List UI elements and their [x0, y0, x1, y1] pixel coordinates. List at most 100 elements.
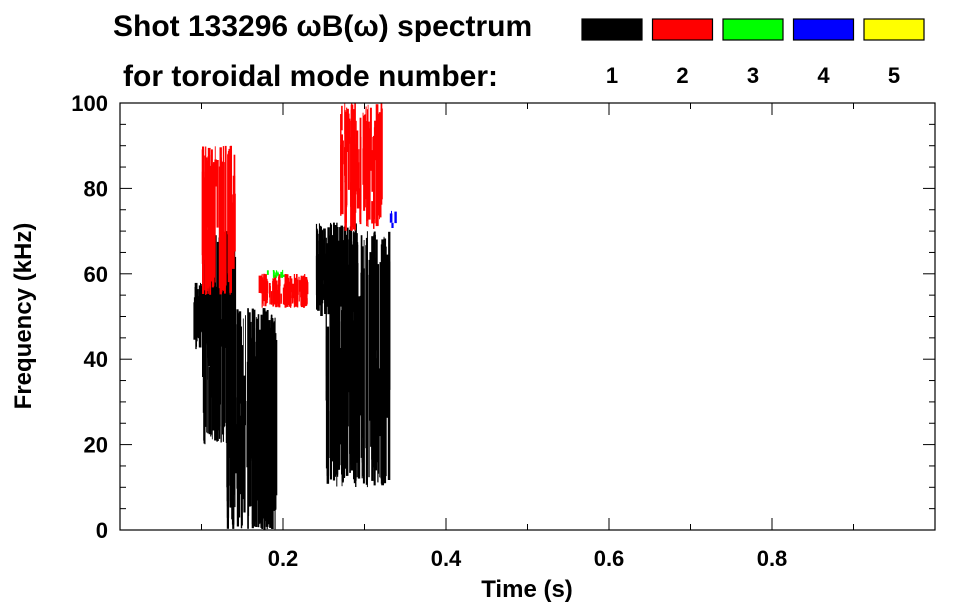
spectrum-mark-mode_2_red — [223, 162, 225, 291]
spectrum-mark-mode_2_red — [350, 143, 353, 205]
spectrum-mark-mode_2_red — [367, 121, 370, 191]
spectrum-mark-mode_1_black — [368, 289, 371, 394]
spectrum-mark-mode_2_red — [373, 135, 375, 229]
spectrum-mark-mode_1_black — [218, 242, 221, 439]
y-tick-label: 20 — [84, 433, 108, 458]
spectrum-mark-mode_1_black — [354, 250, 357, 481]
spectrum-mark-mode_1_black — [231, 320, 235, 461]
spectrum-mark-mode_2_red — [232, 194, 235, 269]
spectrum-mark-mode_3_green — [280, 271, 283, 278]
spectrum-mark-mode_4_blue — [391, 210, 392, 220]
spectrum-mark-mode_3_green — [272, 270, 275, 278]
spectrum-mark-mode_2_red — [289, 284, 292, 307]
spectrum-mark-mode_1_black — [325, 237, 327, 401]
spectrum-mark-mode_2_red — [374, 134, 376, 224]
spectrum-mark-mode_2_red — [207, 156, 209, 292]
spectrum-mark-mode_1_black — [388, 231, 391, 390]
spectrum-mark-mode_2_red — [204, 228, 206, 269]
spectrum-mark-mode_2_red — [346, 107, 348, 208]
spectrum-mark-mode_2_red — [344, 172, 347, 210]
spectrum-mark-mode_2_red — [341, 105, 343, 131]
legend-label-2: 2 — [676, 63, 688, 88]
spectrum-mark-mode_1_black — [234, 397, 237, 443]
spectrum-mark-mode_1_black — [331, 267, 334, 462]
spectrum-mark-mode_2_red — [224, 145, 227, 286]
spectrum-mark-mode_1_black — [356, 332, 358, 478]
legend-swatch-1 — [581, 18, 643, 41]
spectrum-mark-mode_2_red — [368, 128, 371, 149]
legend: 1 2 3 4 5 — [581, 18, 925, 88]
spectrum-mark-mode_3_green — [266, 270, 269, 275]
spectrum-mark-mode_1_black — [202, 243, 205, 413]
spectrum-mark-mode_1_black — [339, 348, 342, 399]
spectrum-mark-mode_1_black — [261, 326, 264, 529]
spectrum-mark-mode_2_red — [340, 114, 342, 216]
spectrum-mark-mode_1_black — [273, 376, 276, 416]
spectrum-mark-mode_1_black — [325, 391, 328, 469]
spectrum-mark-mode_2_red — [265, 281, 267, 307]
spectrum-mark-mode_4_blue — [394, 211, 397, 224]
spectrum-mark-mode_1_black — [326, 326, 330, 476]
spectrum-mark-mode_2_red — [371, 150, 373, 192]
spectrum-mark-mode_1_black — [370, 305, 372, 406]
spectrum-mark-mode_1_black — [349, 341, 351, 473]
chart-title-line2: for toroidal mode number: — [123, 60, 498, 93]
x-tick-label: 0.4 — [431, 546, 462, 571]
spectrum-mark-mode_1_black — [272, 339, 274, 510]
spectrum-mark-mode_1_black — [337, 302, 340, 470]
spectrum-mark-mode_2_red — [259, 281, 261, 292]
spectrum-mark-mode_1_black — [360, 314, 363, 417]
legend-label-3: 3 — [747, 63, 759, 88]
spectrum-mark-mode_2_red — [306, 278, 308, 305]
spectrum-mark-mode_1_black — [232, 241, 235, 312]
legend-swatch-4 — [792, 18, 855, 41]
spectrum-mark-mode_1_black — [379, 262, 382, 384]
spectrum-mark-mode_1_black — [328, 246, 331, 302]
spectrum-mark-mode_1_black — [326, 243, 328, 292]
spectrogram-area — [193, 103, 397, 530]
spectrum-mark-mode_1_black — [377, 363, 379, 483]
spectrum-mark-mode_2_red — [376, 148, 378, 208]
spectrum-mark-mode_1_black — [200, 282, 201, 325]
spectrum-mark-mode_1_black — [342, 252, 345, 434]
spectrum-mark-mode_4_blue — [391, 222, 394, 228]
spectrum-mark-mode_1_black — [211, 278, 213, 435]
spectrum-mark-mode_1_black — [318, 223, 320, 304]
spectrum-mark-mode_1_black — [266, 396, 269, 521]
spectrum-mark-mode_2_red — [371, 201, 374, 224]
spectrum-mark-mode_1_black — [335, 309, 337, 398]
spectrum-mark-mode_2_red — [295, 278, 298, 307]
spectrum-mark-mode_1_black — [254, 341, 256, 498]
spectrum-mark-mode_1_black — [251, 308, 254, 529]
spectrum-mark-mode_1_black — [340, 254, 342, 307]
spectrum-mark-mode_2_red — [273, 274, 277, 301]
spectrum-mark-mode_1_black — [322, 230, 324, 304]
spectrum-mark-mode_2_red — [348, 118, 351, 144]
spectrum-mark-mode_1_black — [228, 333, 231, 458]
legend-swatch-5 — [863, 18, 925, 41]
spectrum-mark-mode_1_black — [338, 367, 340, 412]
spectrum-mark-mode_1_black — [257, 314, 260, 528]
spectrum-mark-mode_1_black — [222, 285, 225, 428]
spectrum-mark-mode_2_red — [268, 283, 271, 298]
spectrum-mark-mode_1_black — [234, 423, 236, 508]
spectrum-mark-mode_1_black — [248, 312, 251, 507]
spectrum-mark-mode_1_black — [208, 367, 211, 435]
spectrum-mark-mode_2_red — [304, 274, 306, 298]
spectrum-mark-mode_1_black — [373, 250, 376, 486]
spectrum-mark-mode_1_black — [235, 424, 237, 474]
spectrum-mark-mode_1_black — [379, 368, 381, 437]
spectrum-mark-mode_2_red — [379, 128, 380, 220]
spectrum-mark-mode_1_black — [363, 240, 365, 399]
spectrum-mark-mode_2_red — [263, 279, 266, 297]
spectrum-mark-mode_2_red — [267, 281, 269, 294]
spectrum-mark-mode_2_red — [205, 160, 209, 228]
spectrum-mark-mode_2_red — [284, 274, 287, 308]
y-tick-label: 40 — [84, 347, 108, 372]
spectrum-mark-mode_1_black — [358, 296, 361, 337]
spectrum-mark-mode_1_black — [197, 299, 200, 339]
spectrum-mark-mode_2_red — [221, 161, 223, 284]
spectrum-mark-mode_2_red — [214, 146, 216, 283]
spectrum-mark-mode_2_red — [227, 150, 231, 275]
